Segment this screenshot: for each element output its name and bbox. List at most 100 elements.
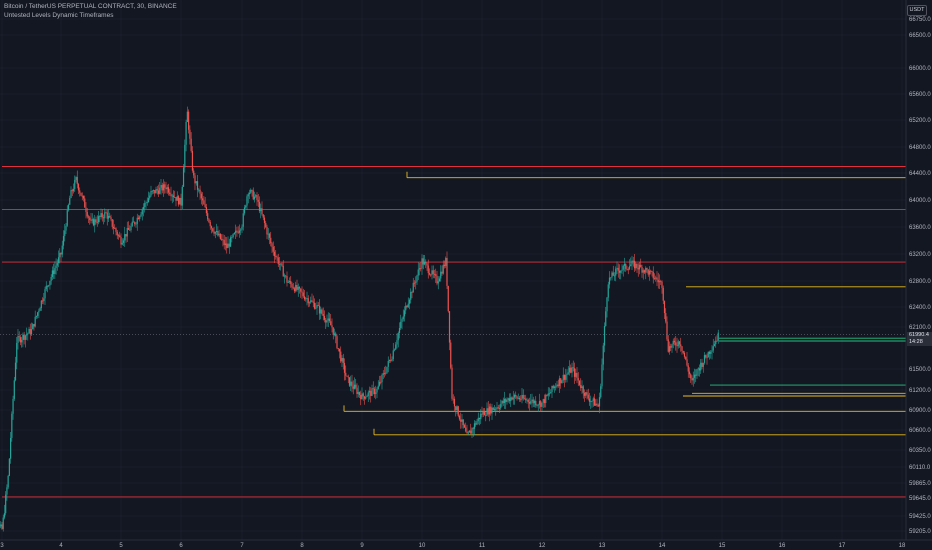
time-axis[interactable]: 3 4 5 6 7 8 9 10 11 12 13 14 15 16 17 18: [0, 543, 906, 549]
candle-body: [597, 405, 599, 407]
candle-body: [167, 187, 170, 193]
candle-body: [276, 256, 278, 258]
candle-body: [238, 230, 241, 233]
candle-body: [540, 401, 542, 407]
candle-body: [485, 415, 487, 417]
candle-body: [681, 346, 683, 351]
candle-body: [266, 226, 268, 235]
candle-body: [585, 392, 587, 396]
candle-body: [570, 367, 572, 373]
candle-body: [518, 397, 521, 400]
candle-body: [535, 400, 537, 406]
candle-body: [267, 233, 269, 235]
candle-body: [365, 397, 367, 399]
candle-body: [532, 399, 534, 404]
candle-body: [185, 121, 187, 145]
candle-body: [305, 298, 307, 300]
candle-body: [662, 287, 664, 301]
candle-body: [638, 264, 641, 270]
candle-body: [568, 367, 571, 373]
candle-body: [575, 372, 577, 377]
candle-body: [493, 408, 496, 410]
candle-body: [637, 267, 639, 270]
indicator-title[interactable]: Untested Levels Dynamic Timeframes: [4, 12, 114, 19]
time-tick-label: 13: [599, 543, 606, 549]
candle-body: [458, 415, 461, 420]
candle-body: [601, 364, 603, 387]
candle-body: [628, 266, 631, 270]
candle-body: [240, 229, 242, 231]
candle-body: [232, 234, 234, 238]
time-tick-label: 10: [419, 543, 426, 549]
candle-body: [383, 373, 386, 375]
candle-body: [630, 264, 632, 267]
candle-body: [702, 362, 704, 367]
candle-body: [310, 300, 312, 303]
candle-body: [416, 275, 418, 282]
candle-body: [706, 357, 708, 359]
candle-body: [425, 261, 427, 264]
time-tick-label: 12: [539, 543, 546, 549]
candle-body: [367, 392, 369, 397]
candle-body: [465, 427, 467, 432]
currency-button[interactable]: USDT: [907, 5, 927, 16]
candle-body: [400, 321, 402, 328]
candle-body: [472, 428, 474, 430]
candle-body: [14, 362, 17, 381]
candle-body: [181, 186, 183, 206]
candle-body: [287, 282, 289, 283]
candle-body: [67, 204, 70, 211]
candle-body: [251, 189, 253, 191]
price-tick-label: 63200.0: [909, 252, 931, 258]
candle-body: [461, 419, 463, 422]
candle-body: [453, 398, 456, 407]
candle-body: [54, 268, 56, 274]
price-axis[interactable]: 59205.0 59425.0 59645.0 59865.0 60110.0 60350…: [909, 17, 931, 535]
candle-body: [408, 299, 411, 304]
candle-body: [320, 309, 322, 314]
candle-body: [653, 278, 656, 280]
candle-body: [343, 362, 346, 373]
candle-body: [40, 300, 42, 308]
candle-body: [412, 282, 414, 293]
symbol-title[interactable]: Bitcoin / TetherUS PERPETUAL CONTRACT, 3…: [4, 3, 177, 10]
candle-body: [221, 238, 223, 240]
candle-body: [406, 305, 408, 308]
candle-body: [66, 210, 68, 226]
candle-body: [438, 278, 441, 282]
candle-body: [386, 366, 388, 373]
candle-body: [588, 398, 591, 402]
candle-body: [286, 276, 288, 283]
candle-body: [72, 188, 75, 192]
candle-body: [212, 228, 214, 232]
price-tick-label: 64000.0: [909, 198, 931, 204]
candle-body: [713, 344, 716, 347]
candle-body: [475, 423, 477, 425]
candle-body: [410, 291, 412, 300]
candle-body: [205, 207, 208, 214]
current-price-label: 61990.4: [907, 332, 932, 339]
candle-body: [164, 184, 166, 188]
candle-body: [144, 203, 146, 208]
candle-body: [105, 212, 107, 214]
candle-body: [358, 392, 361, 395]
candle-body: [291, 283, 293, 288]
candle-body: [641, 267, 643, 273]
candle-body: [338, 348, 341, 352]
candle-body: [525, 398, 527, 401]
candle-body: [24, 335, 26, 340]
candle-body: [46, 285, 49, 287]
candle-body: [418, 268, 421, 270]
candle-body: [8, 458, 10, 476]
candle-body: [297, 286, 299, 290]
candle-body: [375, 392, 377, 394]
candle-body: [420, 268, 422, 270]
candle-body: [508, 398, 511, 402]
candle-body: [270, 237, 272, 244]
candle-body: [13, 380, 15, 399]
candle-body: [611, 272, 613, 278]
candle-body: [543, 399, 546, 404]
candle-body: [90, 220, 92, 221]
candle-body: [125, 234, 127, 237]
